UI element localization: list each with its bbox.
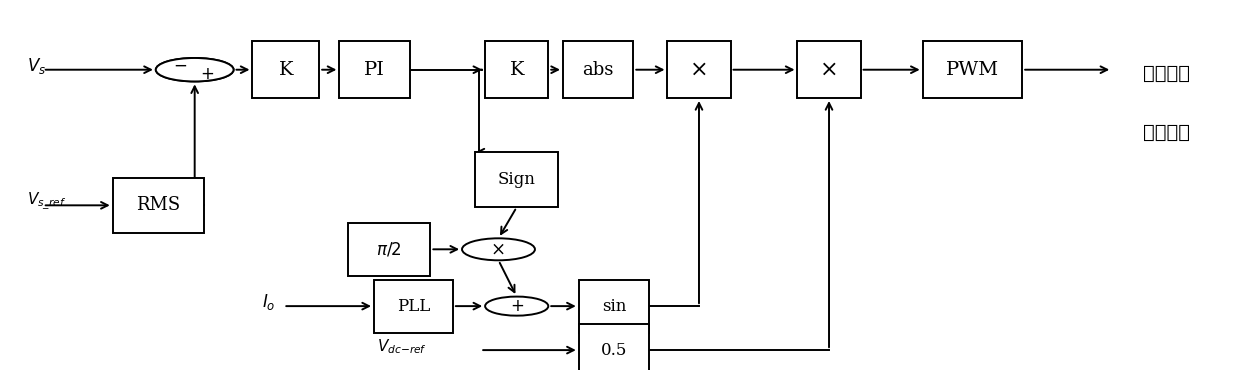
Text: $V_s$: $V_s$ (27, 56, 46, 76)
Text: ×: × (820, 59, 838, 81)
Text: ×: × (491, 240, 506, 258)
Text: 电力弹簧: 电力弹簧 (1142, 64, 1189, 83)
Circle shape (156, 58, 233, 82)
FancyBboxPatch shape (667, 41, 730, 98)
Text: abs: abs (583, 61, 614, 79)
Text: +: + (510, 297, 523, 315)
FancyBboxPatch shape (485, 41, 548, 98)
Text: $V_{dc\mathrm{-}ref}$: $V_{dc\mathrm{-}ref}$ (377, 337, 427, 356)
Text: +: + (200, 65, 213, 83)
Text: ×: × (689, 59, 708, 81)
FancyBboxPatch shape (579, 279, 650, 333)
Text: sin: sin (601, 298, 626, 315)
Text: PI: PI (365, 61, 384, 79)
Text: 控制信号: 控制信号 (1142, 123, 1189, 141)
Circle shape (463, 238, 534, 260)
FancyBboxPatch shape (347, 223, 430, 276)
Text: 0.5: 0.5 (600, 341, 627, 359)
FancyBboxPatch shape (253, 41, 319, 98)
FancyBboxPatch shape (113, 178, 203, 233)
FancyBboxPatch shape (579, 325, 650, 374)
FancyBboxPatch shape (563, 41, 634, 98)
FancyBboxPatch shape (923, 41, 1022, 98)
Text: $V_{s\_ref}$: $V_{s\_ref}$ (27, 191, 67, 212)
Text: −: − (174, 56, 187, 74)
Circle shape (156, 58, 233, 82)
Text: RMS: RMS (136, 196, 180, 214)
Text: PLL: PLL (397, 298, 430, 315)
FancyBboxPatch shape (340, 41, 409, 98)
FancyBboxPatch shape (475, 152, 558, 207)
Text: $I_o$: $I_o$ (262, 292, 275, 312)
Text: K: K (279, 61, 293, 79)
Text: $\pi/2$: $\pi/2$ (376, 240, 402, 258)
Text: K: K (510, 61, 525, 79)
Text: Sign: Sign (497, 171, 536, 188)
FancyBboxPatch shape (797, 41, 861, 98)
Text: PWM: PWM (946, 61, 999, 79)
FancyBboxPatch shape (374, 279, 453, 333)
Circle shape (485, 297, 548, 316)
